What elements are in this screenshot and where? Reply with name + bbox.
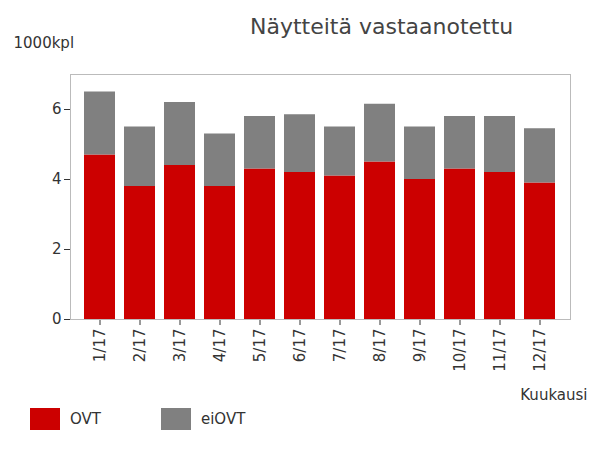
svg-text:3/17: 3/17: [171, 329, 189, 363]
svg-text:12/17: 12/17: [531, 329, 549, 372]
svg-text:6: 6: [52, 100, 62, 118]
svg-text:9/17: 9/17: [411, 329, 429, 363]
html-text:Näytteitä vastaanotettu: Näytteitä vastaanotettu: [250, 14, 514, 39]
svg-text:5/17: 5/17: [251, 329, 269, 363]
svg-text:4: 4: [52, 170, 62, 188]
html-text:OVT: OVT: [70, 410, 101, 428]
svg-text:6/17: 6/17: [291, 329, 309, 363]
svg-text:4/17: 4/17: [211, 329, 229, 363]
svg-text:7/17: 7/17: [331, 329, 349, 363]
svg-text:11/17: 11/17: [491, 329, 509, 372]
html-text:eiOVT: eiOVT: [201, 410, 246, 428]
svg-text:10/17: 10/17: [451, 329, 469, 372]
svg-text:2/17: 2/17: [131, 329, 149, 363]
svg-text:0: 0: [52, 310, 62, 328]
svg-text:1/17: 1/17: [91, 329, 109, 363]
svg-text:Kuukausi: Kuukausi: [520, 386, 587, 404]
svg-text:2: 2: [52, 240, 62, 258]
svg-text:1000kpl: 1000kpl: [14, 34, 75, 52]
svg-text:8/17: 8/17: [371, 329, 389, 363]
